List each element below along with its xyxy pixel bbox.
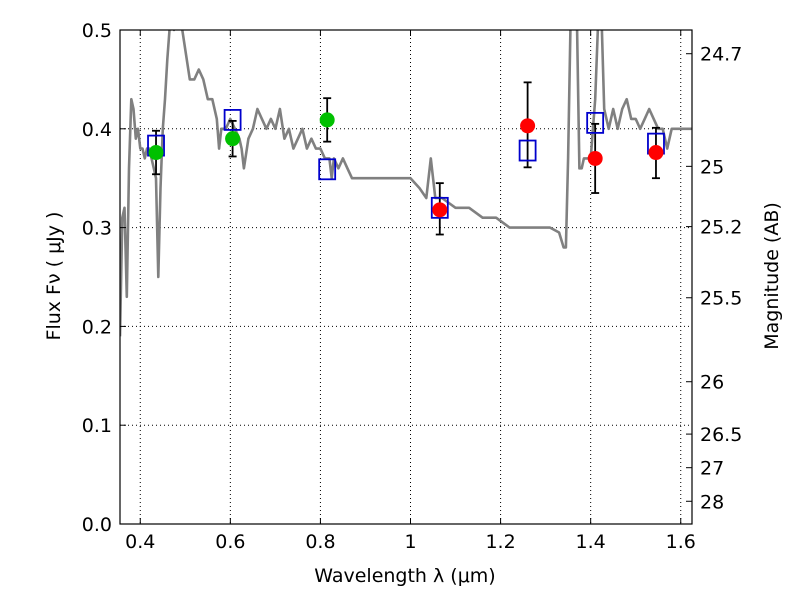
x-tick-label: 1 (404, 531, 416, 553)
data-point (432, 202, 448, 218)
x-axis: 0.4 0.6 0.8 1 1.2 1.4 1.6 (125, 30, 696, 553)
y-tick-label: 0.5 (82, 20, 112, 42)
data-point (225, 131, 241, 147)
y2-axis: 24.7 25 25.2 25.5 26 26.5 27 28 (686, 44, 742, 513)
data-point (148, 145, 164, 161)
y-tick-label: 0.3 (82, 218, 112, 240)
x-axis-label: Wavelength λ (μm) (314, 565, 495, 587)
plot-area (119, 29, 693, 525)
spectrum-line (120, 30, 692, 337)
y2-tick-label: 26 (700, 372, 724, 394)
x-tick-label: 1.2 (485, 531, 515, 553)
x-tick-label: 0.4 (125, 531, 155, 553)
x-tick-label: 0.6 (215, 531, 245, 553)
y2-axis-label: Magnitude (AB) (761, 202, 783, 350)
y2-tick-label: 25.5 (700, 288, 742, 310)
y2-tick-label: 26.5 (700, 424, 742, 446)
data-point (319, 112, 335, 128)
model-square-point (518, 139, 537, 162)
model-square-point (586, 111, 605, 134)
y-tick-label: 0.1 (82, 415, 112, 437)
model-square-point (318, 158, 337, 181)
plot-content (120, 30, 692, 337)
y2-tick-label: 27 (700, 458, 724, 480)
y2-tick-label: 28 (700, 491, 724, 513)
x-tick-label: 1.4 (576, 531, 606, 553)
data-point (520, 118, 536, 134)
y-tick-label: 0.2 (82, 316, 112, 338)
y2-tick-label: 25 (700, 156, 724, 178)
model-square-point (223, 109, 242, 131)
y-axis-label: Flux Fν ( μJy ) (43, 212, 65, 341)
grid (120, 29, 692, 525)
data-point (587, 150, 603, 166)
y2-tick-label: 24.7 (700, 44, 742, 66)
y-tick-label: 0.4 (82, 119, 112, 141)
plot-frame (119, 29, 693, 525)
x-tick-label: 0.8 (305, 531, 335, 553)
data-point (648, 145, 664, 161)
y-tick-label: 0.0 (82, 514, 112, 536)
y2-tick-label: 25.2 (700, 217, 742, 239)
x-tick-label: 1.6 (666, 531, 696, 553)
y-axis: 0.0 0.1 0.2 0.3 0.4 0.5 (82, 20, 126, 536)
model-square-point (430, 196, 449, 219)
